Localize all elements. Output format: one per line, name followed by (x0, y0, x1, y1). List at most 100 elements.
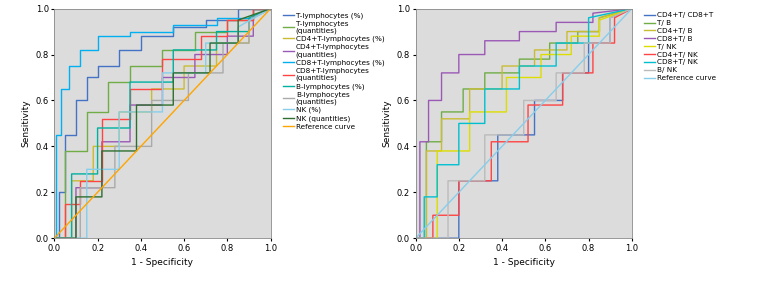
CD8+T-lymphocytes
(quantities) (61, 236, 70, 240)
CD4+T-lymphocytes (%) (212, 64, 221, 68)
CD8+T/ B (588, 11, 598, 15)
CD4+T/ B (530, 64, 539, 68)
T/ NK (465, 149, 474, 153)
CD8+T-lymphocytes (%) (212, 16, 221, 20)
CD4+T-lymphocytes
(quantities) (248, 34, 258, 38)
T-lymphocytes (%) (136, 48, 145, 52)
T-lymphocytes (%) (93, 76, 102, 79)
T-lymphocytes (%) (61, 191, 70, 194)
CD4+T/ B (594, 30, 604, 33)
NK (quantities) (266, 7, 275, 10)
T/ NK (536, 53, 546, 56)
CD8+T-lymphocytes (%) (50, 236, 59, 240)
CD4+T/ B (594, 16, 604, 20)
B-lymphocytes (%) (67, 172, 76, 176)
CD4+T/ B (563, 48, 572, 52)
CD4+T/ NK (454, 214, 463, 217)
T-lymphocytes
(quantities) (126, 64, 135, 68)
T-lymphocytes
(quantities) (126, 80, 135, 84)
T-lymphocytes (%) (82, 99, 92, 102)
CD8+T-lymphocytes (%) (56, 133, 65, 137)
CD8+T-lymphocytes (%) (65, 64, 74, 68)
T-lymphocytes (%) (201, 25, 210, 29)
T/ B (573, 41, 583, 45)
CD8+T-lymphocytes
(quantities) (248, 18, 258, 22)
NK (quantities) (168, 103, 178, 107)
CD4+T/ CD8+T (493, 133, 502, 137)
T-lymphocytes
(quantities) (190, 30, 199, 33)
T-lymphocytes
(quantities) (266, 7, 275, 10)
CD4+T/ B (465, 117, 474, 121)
NK (%) (158, 110, 167, 114)
Line: B/ NK: B/ NK (416, 9, 632, 238)
CD8+T/ B (424, 140, 433, 144)
T/ NK (566, 53, 576, 56)
T/ B (459, 87, 468, 91)
CD8+T/ B (437, 99, 446, 102)
CD4+T/ NK (523, 103, 532, 107)
CD4+T/ B (465, 87, 474, 91)
NK (%) (201, 71, 210, 75)
CD8+T/ B (480, 53, 490, 56)
CD4+T/ NK (411, 236, 421, 240)
T-lymphocytes (%) (82, 76, 92, 79)
CD4+T-lymphocytes (%) (147, 87, 156, 91)
CD8+T-lymphocytes (%) (93, 48, 102, 52)
Line: CD4+T/ NK: CD4+T/ NK (416, 9, 632, 238)
CD8+T-lymphocytes (%) (266, 7, 275, 10)
T-lymphocytes
(quantities) (82, 110, 92, 114)
CD4+T-lymphocytes (%) (88, 179, 98, 183)
B/ NK (411, 236, 421, 240)
Y-axis label: Sensitivity: Sensitivity (21, 100, 30, 147)
CD4+T-lymphocytes
(quantities) (97, 140, 106, 144)
B-lymphocytes
(quantities) (75, 236, 85, 240)
NK (quantities) (97, 195, 106, 199)
CD4+T-lymphocytes (%) (67, 179, 76, 183)
B-lymphocytes
(quantities) (266, 7, 275, 10)
T/ B (573, 30, 583, 33)
CD8+T/ B (424, 99, 433, 102)
CD4+T/ B (421, 149, 431, 153)
CD8+T/ NK (480, 122, 490, 125)
T/ B (545, 57, 554, 61)
CD4+T/ CD8+T (584, 41, 593, 45)
CD8+T-lymphocytes (%) (93, 34, 102, 38)
CD8+T-lymphocytes (%) (126, 30, 135, 33)
T/ NK (627, 7, 636, 10)
CD8+T-lymphocytes (%) (126, 34, 135, 38)
T/ B (459, 110, 468, 114)
CD4+T/ B (437, 117, 446, 121)
B-lymphocytes
(quantities) (75, 186, 85, 189)
CD4+T-lymphocytes
(quantities) (223, 34, 232, 38)
T/ NK (502, 110, 511, 114)
NK (%) (234, 25, 243, 29)
CD8+T-lymphocytes
(quantities) (97, 179, 106, 183)
CD4+T/ NK (588, 41, 598, 45)
B-lymphocytes
(quantities) (244, 41, 254, 45)
CD8+T-lymphocytes (%) (52, 133, 61, 137)
CD8+T-lymphocytes
(quantities) (126, 117, 135, 121)
CD4+T/ NK (558, 103, 567, 107)
CD8+T/ NK (420, 236, 429, 240)
NK (quantities) (97, 149, 106, 153)
T/ NK (594, 18, 604, 22)
CD4+T/ NK (610, 16, 619, 20)
CD4+T/ B (421, 236, 431, 240)
CD4+T/ NK (588, 71, 598, 75)
X-axis label: 1 - Specificity: 1 - Specificity (131, 258, 193, 267)
T/ NK (411, 236, 421, 240)
NK (quantities) (132, 103, 141, 107)
CD8+T/ B (514, 39, 524, 42)
B-lymphocytes
(quantities) (218, 41, 227, 45)
B-lymphocytes (%) (93, 172, 102, 176)
Line: CD8+T/ NK: CD8+T/ NK (416, 9, 632, 238)
T/ NK (536, 76, 546, 79)
CD8+T/ B (454, 71, 463, 75)
Line: CD8+T-lymphocytes (%): CD8+T-lymphocytes (%) (54, 9, 271, 238)
CD4+T-lymphocytes (%) (179, 87, 189, 91)
CD4+T-lymphocytes (%) (179, 64, 189, 68)
T-lymphocytes (%) (234, 7, 243, 10)
T-lymphocytes (%) (71, 99, 81, 102)
CD4+T/ NK (487, 140, 496, 144)
B/ NK (480, 179, 490, 183)
